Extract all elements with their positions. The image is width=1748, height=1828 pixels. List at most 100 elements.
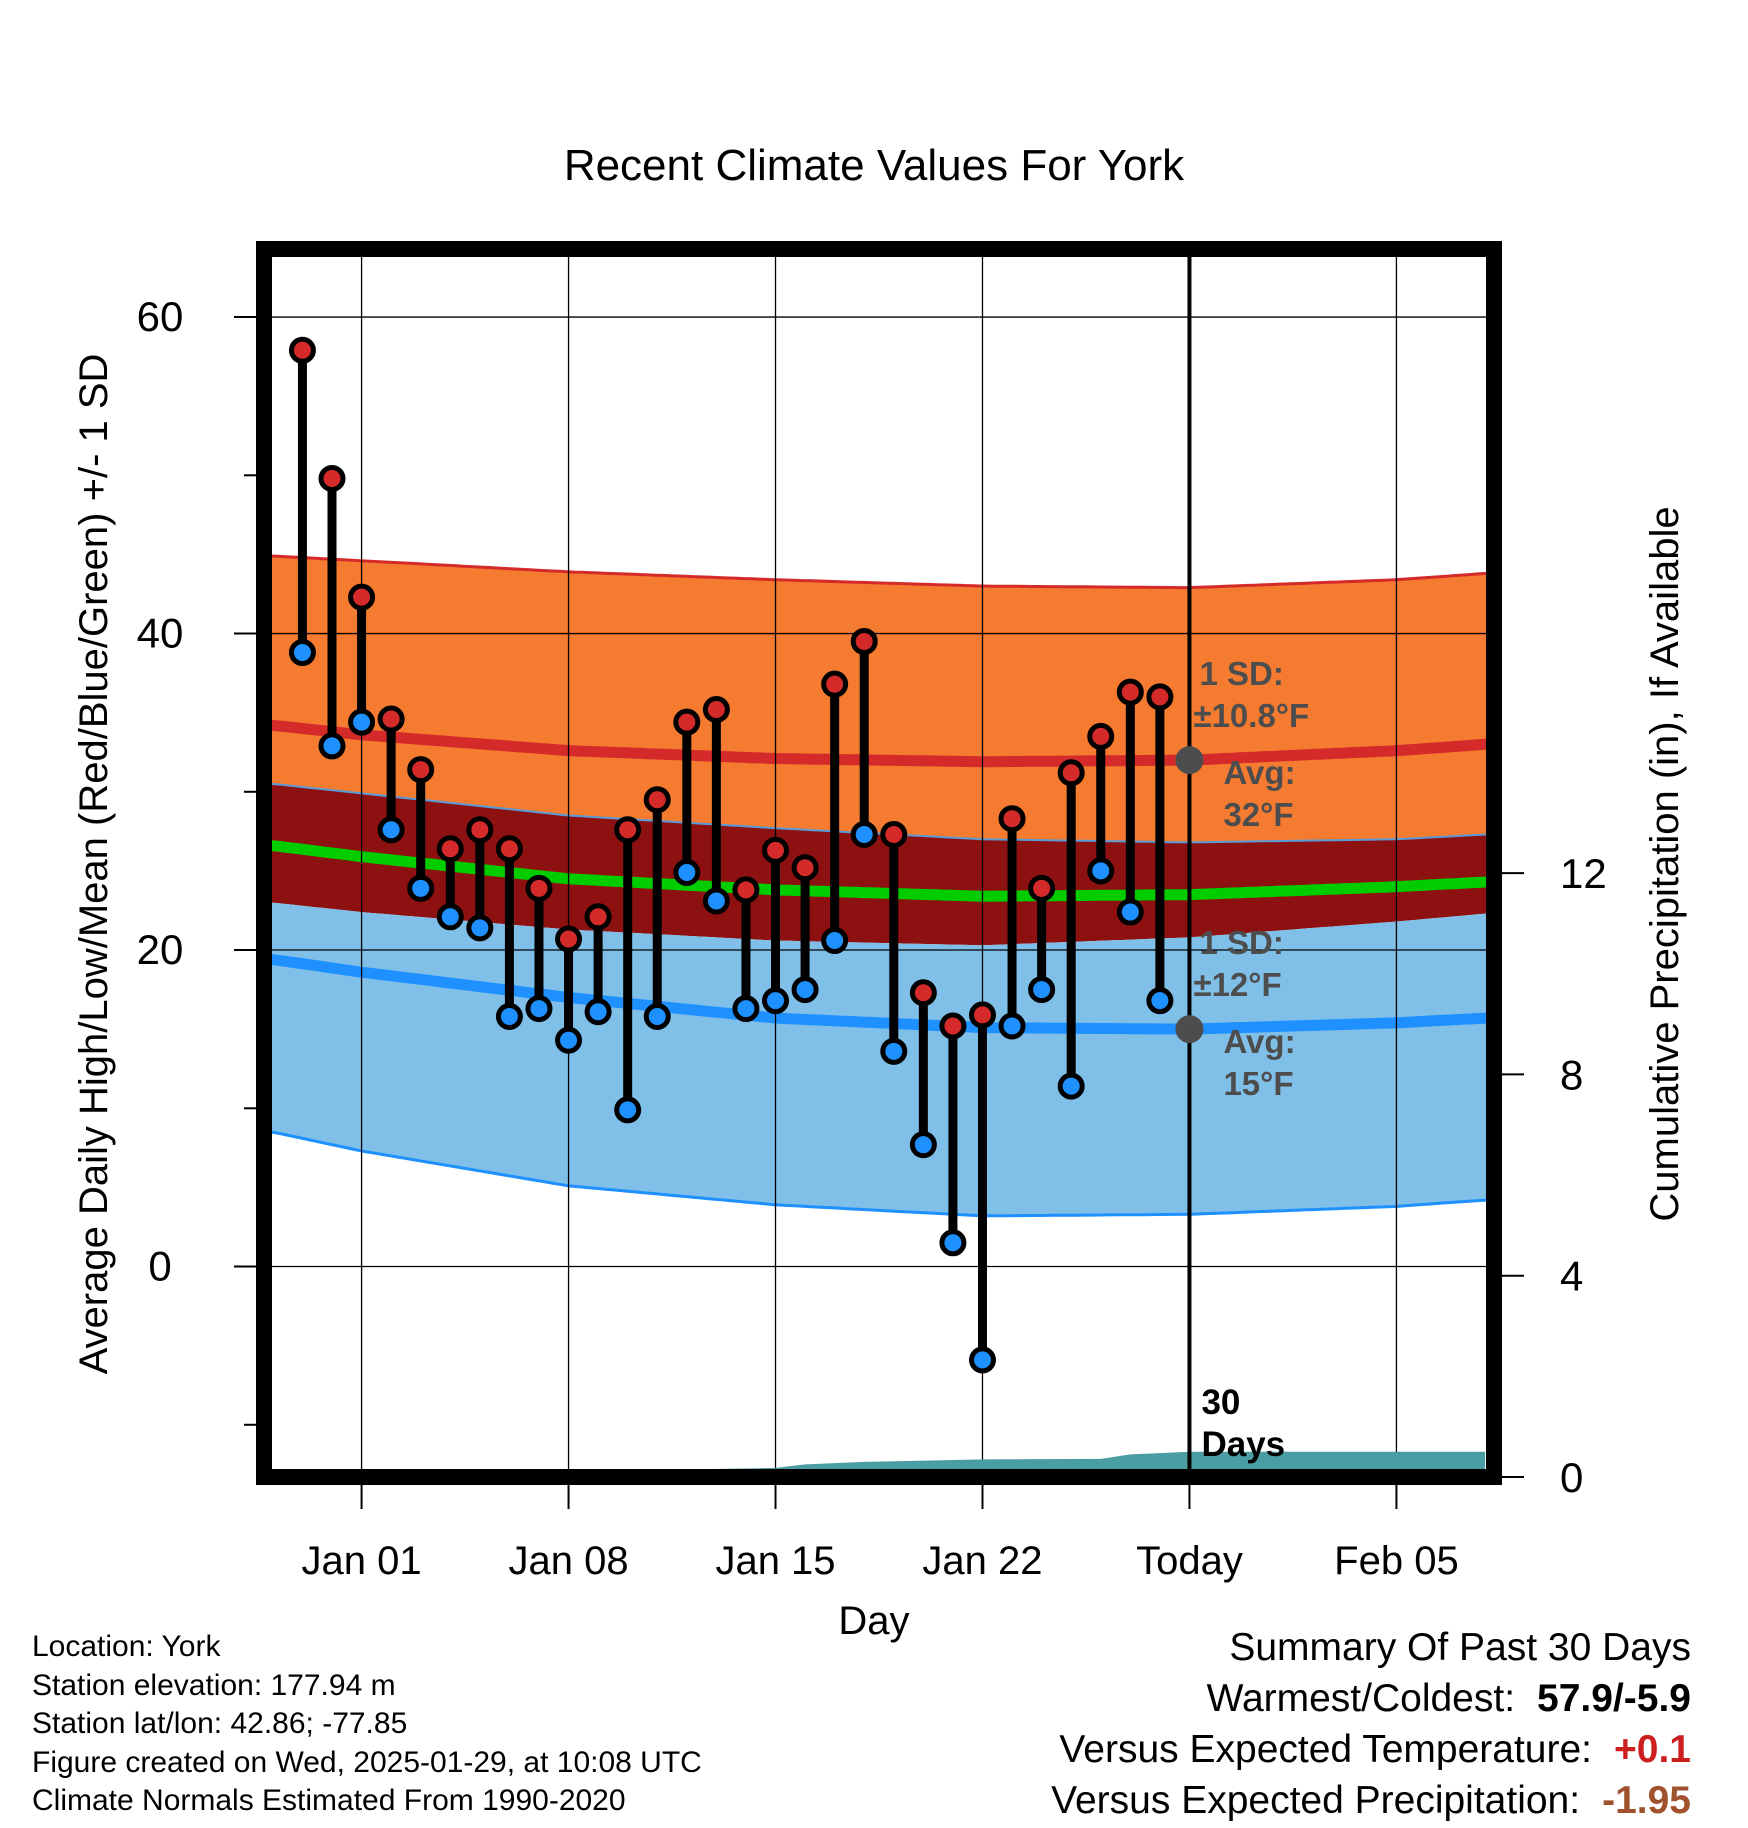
x-tick-label: Feb 05 — [1334, 1539, 1459, 1583]
normal-annotation-text: 1 SD: — [1199, 655, 1283, 692]
normal-annotations: 1 SD: ±10.8°F Avg: 32°F 1 SD: ±12°F Avg: 15°F — [1175, 655, 1309, 1102]
y2-tick-label: 12 — [1560, 850, 1607, 897]
daily-low-marker — [318, 732, 346, 760]
daily-high-marker — [1116, 678, 1144, 706]
daily-low-marker — [466, 914, 494, 942]
daily-high-marker — [1146, 683, 1174, 711]
daily-high-marker — [614, 816, 642, 844]
normal-annotation-text: Avg: — [1223, 1023, 1295, 1060]
normal-avg-dot — [1175, 1015, 1204, 1044]
normal-high-line — [264, 719, 1492, 768]
daily-high-marker — [850, 627, 878, 655]
x-axis-label: Day — [838, 1599, 909, 1643]
daily-low-marker — [1028, 976, 1056, 1004]
daily-low-marker — [348, 708, 376, 736]
summary-title: Summary Of Past 30 Days — [1229, 1626, 1691, 1669]
daily-high-marker — [643, 786, 671, 814]
y2-tick-label: 8 — [1560, 1051, 1583, 1098]
y-axis-label: Average Daily High/Low/Mean (Red/Blue/Gr… — [72, 354, 116, 1375]
daily-low-marker — [1057, 1072, 1085, 1100]
daily-high-marker — [436, 835, 464, 863]
high-band-upper-edge — [264, 554, 1492, 590]
daily-high-marker — [348, 583, 376, 611]
daily-low-marker — [1116, 898, 1144, 926]
temp-value: +0.1 — [1614, 1728, 1691, 1771]
daily-high-marker — [525, 874, 553, 902]
x-tick-label: Jan 15 — [715, 1539, 835, 1583]
daily-high-marker — [466, 816, 494, 844]
daily-high-marker — [288, 336, 316, 364]
daily-range-stems — [297, 350, 1165, 1360]
y-tick-label: 60 — [137, 293, 184, 340]
mid-band — [264, 783, 1491, 946]
daily-high-marker — [702, 696, 730, 723]
daily-high-marker — [495, 835, 523, 863]
daily-low-marker — [909, 1131, 937, 1159]
daily-low-marker — [555, 1026, 583, 1054]
daily-low-marker — [791, 976, 819, 1004]
daily-low-marker — [968, 1346, 996, 1374]
daily-low-marker — [1087, 857, 1115, 885]
summary-warm-cold: Warmest/Coldest: 57.9/-5.9 — [1051, 1673, 1691, 1724]
daily-low-marker — [584, 998, 612, 1026]
daily-high-marker — [939, 1012, 967, 1040]
normal-mean-line — [264, 840, 1492, 902]
normal-annotation-text: 32°F — [1223, 796, 1293, 833]
station-info: Location: York Station elevation: 177.94… — [32, 1628, 702, 1821]
elevation-text: Station elevation: 177.94 m — [32, 1668, 396, 1702]
created-text: Figure created on Wed, 2025-01-29, at 10… — [32, 1745, 702, 1779]
summary-panel: Summary Of Past 30 Days Warmest/Coldest:… — [1051, 1622, 1691, 1826]
normal-annotation-text: 15°F — [1223, 1065, 1293, 1102]
y-tick-label: 20 — [137, 926, 184, 973]
daily-low-marker — [614, 1096, 642, 1124]
grid-lines — [264, 249, 1494, 1477]
y2-tick-label: 0 — [1560, 1454, 1583, 1501]
daily-high-marker — [584, 903, 612, 931]
y2-axis-label: Cumulative Precipitation (in), If Availa… — [1643, 506, 1687, 1221]
warm-cold-label: Warmest/Coldest: — [1206, 1677, 1516, 1720]
daily-high-marker — [791, 854, 819, 882]
temp-label: Versus Expected Temperature: — [1059, 1728, 1592, 1771]
daily-low-marker — [436, 903, 464, 931]
chart-title: Recent Climate Values For York — [564, 141, 1185, 190]
normal-bands — [264, 554, 1492, 1218]
latlon-text: Station lat/lon: 42.86; -77.85 — [32, 1707, 408, 1740]
daily-high-marker — [732, 876, 760, 904]
daily-low-marker — [762, 987, 790, 1015]
daily-high-marker — [1057, 759, 1085, 787]
x-tick-label: Jan 08 — [508, 1539, 628, 1583]
daily-low-marker — [643, 1003, 671, 1030]
daily-high-marker — [968, 1001, 996, 1029]
daily-high-marker — [1087, 722, 1115, 750]
normal-annotation-text: 1 SD: — [1199, 924, 1283, 961]
daily-high-marker — [1028, 874, 1056, 902]
daily-low-marker — [732, 995, 760, 1023]
plot-frame — [256, 241, 1502, 1485]
warm-cold-value: 57.9/-5.9 — [1537, 1677, 1691, 1720]
daily-low-marker — [288, 639, 316, 667]
normal-low-line — [264, 954, 1492, 1035]
normal-annotation-text: ±12°F — [1193, 966, 1281, 1003]
daily-high-marker — [909, 979, 937, 1007]
daily-low-marker — [850, 821, 878, 849]
daily-low-marker — [673, 858, 701, 886]
y-tick-label: 40 — [137, 610, 184, 657]
daily-low-marker — [702, 887, 730, 915]
summary-temp: Versus Expected Temperature: +0.1 — [1051, 1724, 1691, 1775]
normal-avg-dot — [1175, 746, 1204, 775]
low-band-lower-edge — [264, 1130, 1492, 1218]
daily-high-marker — [555, 925, 583, 953]
daily-low-marker — [939, 1229, 967, 1257]
daily-high-marker — [821, 670, 849, 698]
x-tick-label: Jan 01 — [302, 1539, 422, 1583]
daily-high-marker — [407, 756, 435, 784]
y2-tick-label: 4 — [1560, 1253, 1583, 1300]
daily-high-marker — [673, 708, 701, 736]
daily-low-marker — [407, 874, 435, 902]
precip-label: Versus Expected Precipitation: — [1051, 1779, 1581, 1822]
daily-low-marker — [880, 1037, 908, 1065]
x-tick-label: Today — [1136, 1539, 1243, 1583]
